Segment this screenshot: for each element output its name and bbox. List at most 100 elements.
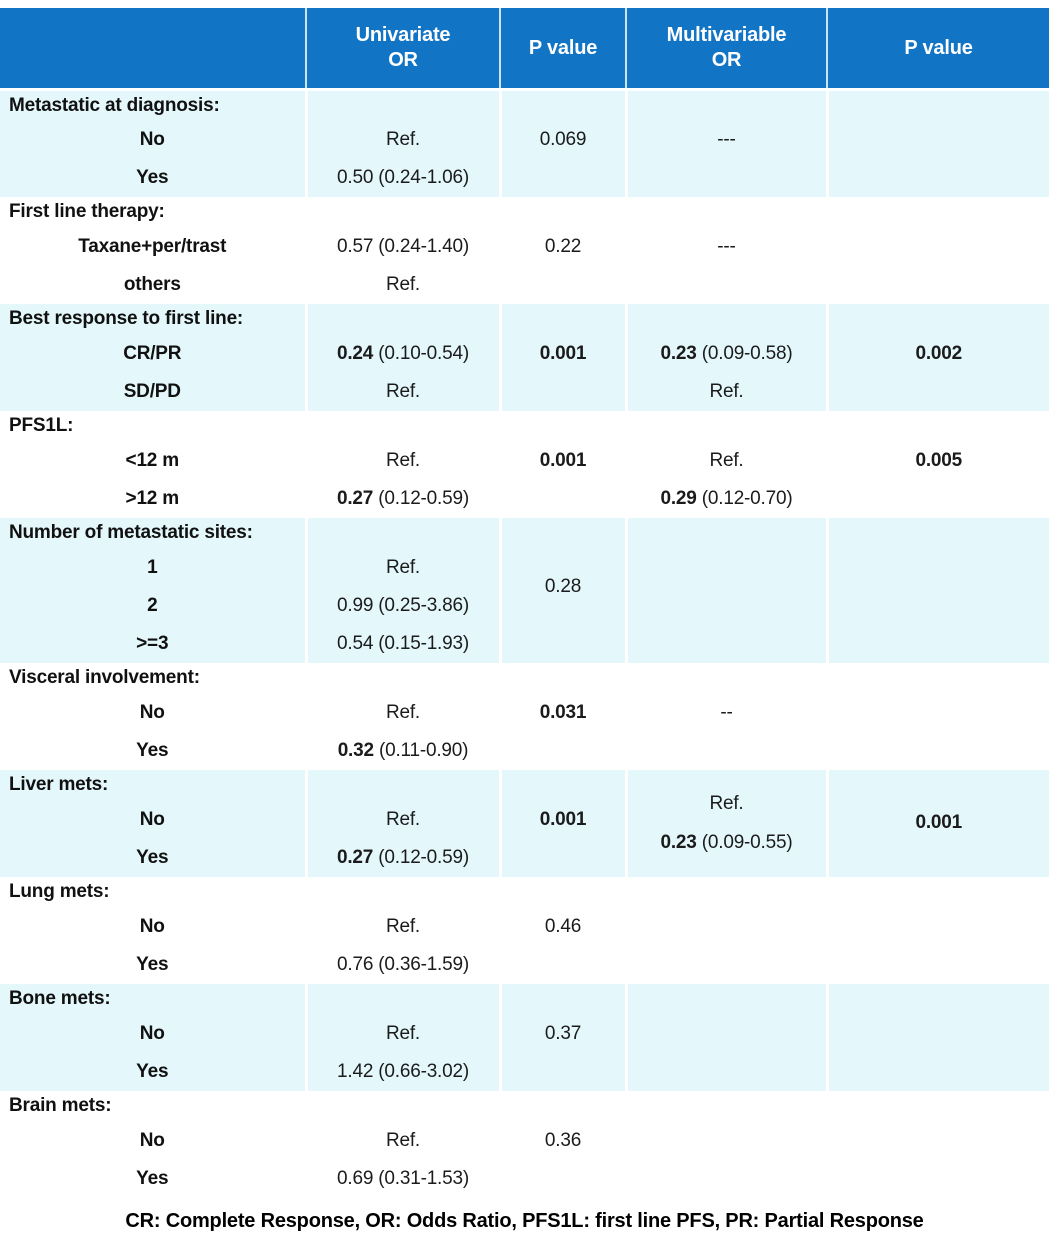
row-label-cell: No	[0, 120, 308, 159]
multivariable-or-cell	[626, 548, 829, 587]
section-header-row: Liver mets: Ref. 0.23 (0.09-0.55) 0.001	[0, 769, 1049, 877]
value-text: 0.54 (0.15-1.93)	[337, 632, 469, 654]
multivariable-or-cell	[626, 1121, 829, 1160]
univariate-p-cell: 0.001	[500, 800, 628, 839]
header-row: Univariate OR P value Multivariable OR P va…	[0, 8, 1049, 91]
bold-value-text: 0.29	[660, 487, 697, 509]
multivariable-or-cell	[626, 907, 829, 946]
multivariable-p-cell: 0.005	[827, 441, 1049, 480]
value-text: (0.12-0.59)	[373, 846, 469, 868]
data-row: Yes 0.32 (0.11-0.90)	[0, 731, 1049, 770]
row-label-cell: <12 m	[0, 441, 308, 480]
value-text: (0.09-0.58)	[696, 342, 793, 364]
data-row: 2 0.99 (0.25-3.86)	[0, 586, 1049, 625]
multivariable-p-cell	[827, 1014, 1049, 1053]
univariate-or-cell: 0.54 (0.15-1.93)	[306, 624, 502, 663]
row-label-cell: No	[0, 1014, 308, 1053]
column-header-multivariable-or: Multivariable OR	[626, 8, 828, 91]
univariate-p-cell	[500, 662, 628, 694]
row-label-cell: Yes	[0, 731, 308, 770]
data-row: >=3 0.54 (0.15-1.93)	[0, 624, 1049, 663]
value-text: 0.28	[544, 575, 582, 597]
data-row: others Ref.	[0, 265, 1049, 304]
multivariable-p-cell: 0.002	[827, 334, 1049, 373]
multivariable-p-cell	[827, 1121, 1049, 1160]
univariate-or-cell: Ref.	[306, 265, 502, 304]
multivariable-p-cell	[827, 586, 1049, 625]
multivariable-p-cell	[827, 693, 1049, 732]
row-label-cell: No	[0, 907, 308, 946]
row-label-cell: 1	[0, 548, 308, 587]
bold-value-text: 0.031	[539, 701, 587, 723]
univariate-p-cell	[500, 89, 628, 121]
multivariable-or-cell	[626, 1159, 829, 1198]
multivariable-or-cell	[626, 303, 829, 335]
univariate-p-cell	[500, 731, 628, 770]
bold-value-text: 0.27	[336, 846, 374, 868]
multivariable-or-cell	[626, 158, 829, 197]
multivariable-or-cell	[626, 1052, 829, 1091]
bold-value-text: 0.23	[660, 832, 697, 853]
section-label-cell: Number of metastatic sites:	[0, 517, 308, 549]
value-text: Ref.	[385, 1022, 421, 1044]
univariate-or-cell	[306, 89, 502, 121]
section-label-cell: PFS1L:	[0, 410, 308, 442]
univariate-p-cell	[500, 1052, 628, 1091]
univariate-p-cell	[500, 410, 628, 442]
multivariable-p-cell	[827, 303, 1049, 335]
value-text: 0.99 (0.25-3.86)	[337, 594, 469, 616]
row-label-cell: 2	[0, 586, 308, 625]
multivariable-p-cell	[827, 907, 1049, 946]
univariate-or-cell: Ref.	[306, 441, 502, 480]
section-label-cell: Lung mets:	[0, 876, 308, 908]
multivariable-or-cell	[626, 265, 829, 304]
multivariable-p-cell	[827, 1159, 1049, 1198]
multivariable-or-cell: Ref. 0.23 (0.09-0.55)	[626, 769, 829, 877]
multivariable-or-cell: Ref.	[626, 441, 829, 480]
multivariable-p-cell	[827, 624, 1049, 663]
section-header-row: Visceral involvement:	[0, 662, 1049, 694]
univariate-or-cell: 0.69 (0.31-1.53)	[306, 1159, 502, 1198]
section-header-row: First line therapy:	[0, 196, 1049, 228]
value-text: 0.22	[544, 235, 582, 257]
cell-line: 0.23 (0.09-0.55)	[632, 823, 822, 862]
value-text: (0.10-0.54)	[373, 342, 469, 364]
univariate-p-cell	[500, 983, 628, 1015]
column-header-p-value-univariate: P value	[500, 8, 627, 91]
univariate-or-cell: Ref.	[306, 907, 502, 946]
bold-value-text: 0.27	[336, 487, 374, 509]
section-label-cell: First line therapy:	[0, 196, 308, 228]
section-header-row: Brain mets:	[0, 1090, 1049, 1122]
value-text: 0.36	[544, 1129, 582, 1151]
data-row: No Ref. 0.37	[0, 1014, 1049, 1053]
data-row: Yes 0.50 (0.24-1.06)	[0, 158, 1049, 197]
bold-value-text: 0.23	[660, 342, 697, 364]
value-text: ---	[717, 128, 736, 150]
value-text: (0.12-0.59)	[373, 487, 469, 509]
bold-value-text: 0.005	[915, 449, 963, 471]
univariate-or-cell: 0.27 (0.12-0.59)	[306, 838, 502, 877]
multivariable-or-cell	[626, 1014, 829, 1053]
univariate-or-cell: 0.99 (0.25-3.86)	[306, 586, 502, 625]
row-label-cell: others	[0, 265, 308, 304]
value-text: 0.37	[544, 1022, 582, 1044]
value-text: Ref.	[385, 380, 421, 402]
multivariable-or-cell	[626, 983, 829, 1015]
bold-value-text: 0.24	[336, 342, 374, 364]
column-header-variable	[0, 8, 307, 91]
multivariable-p-cell	[827, 410, 1049, 442]
value-text: Ref.	[385, 1129, 421, 1151]
value-text: Ref.	[385, 449, 421, 471]
value-text: (0.11-0.90)	[373, 739, 469, 761]
value-text: Ref.	[385, 915, 421, 937]
univariate-or-cell	[306, 769, 502, 801]
univariate-or-cell: 0.57 (0.24-1.40)	[306, 227, 502, 266]
bold-value-text: 0.002	[915, 342, 963, 364]
univariate-p-cell: 0.28	[500, 548, 628, 625]
section-label-cell: Bone mets:	[0, 983, 308, 1015]
multivariable-or-cell: ---	[626, 120, 829, 159]
multivariable-or-cell: --	[626, 693, 829, 732]
univariate-p-cell	[500, 479, 628, 518]
section-header-row: Best response to first line:	[0, 303, 1049, 335]
univariate-p-cell	[500, 196, 628, 228]
